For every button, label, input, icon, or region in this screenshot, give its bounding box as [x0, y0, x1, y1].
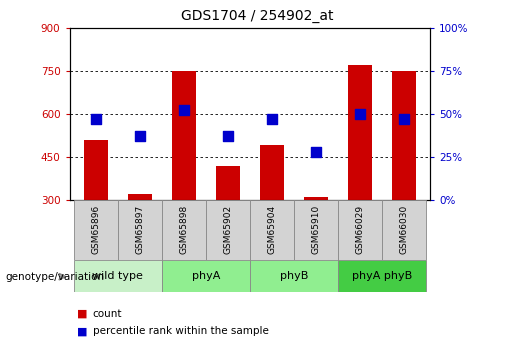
Point [136, 134, 144, 139]
Bar [382, 200, 425, 260]
Text: GSM65898: GSM65898 [179, 205, 188, 254]
Text: GSM65897: GSM65897 [135, 205, 144, 254]
Text: phyA: phyA [192, 271, 220, 281]
Bar [162, 200, 206, 260]
Bar [250, 260, 338, 292]
Bar [294, 200, 338, 260]
Bar [304, 197, 328, 200]
Point [312, 149, 320, 155]
Text: GSM66029: GSM66029 [355, 205, 364, 254]
Bar [74, 260, 162, 292]
Text: genotype/variation: genotype/variation [5, 272, 104, 282]
Text: phyB: phyB [280, 271, 308, 281]
Bar [84, 140, 108, 200]
Point [400, 116, 408, 122]
Text: wild type: wild type [93, 271, 143, 281]
Bar [118, 200, 162, 260]
Point [180, 108, 188, 113]
Point [268, 116, 276, 122]
Text: GSM65902: GSM65902 [224, 205, 232, 254]
Point [92, 116, 100, 122]
Text: GSM65910: GSM65910 [311, 205, 320, 254]
Text: phyA phyB: phyA phyB [352, 271, 412, 281]
Bar [391, 71, 416, 200]
Bar [162, 260, 250, 292]
Text: GSM65904: GSM65904 [267, 205, 276, 254]
Text: count: count [93, 309, 122, 319]
Bar [128, 194, 152, 200]
Text: GSM66030: GSM66030 [399, 205, 408, 254]
Bar [216, 166, 240, 200]
Bar [338, 260, 425, 292]
Text: GDS1704 / 254902_at: GDS1704 / 254902_at [181, 9, 334, 22]
Bar [206, 200, 250, 260]
Text: ■: ■ [77, 309, 88, 319]
Bar [338, 200, 382, 260]
Bar [348, 65, 372, 200]
Bar [250, 200, 294, 260]
Bar [74, 200, 118, 260]
Text: percentile rank within the sample: percentile rank within the sample [93, 326, 269, 336]
Bar [260, 146, 284, 200]
Point [355, 111, 364, 117]
Text: GSM65896: GSM65896 [91, 205, 100, 254]
Point [224, 134, 232, 139]
Text: ■: ■ [77, 326, 88, 336]
Bar [171, 71, 196, 200]
